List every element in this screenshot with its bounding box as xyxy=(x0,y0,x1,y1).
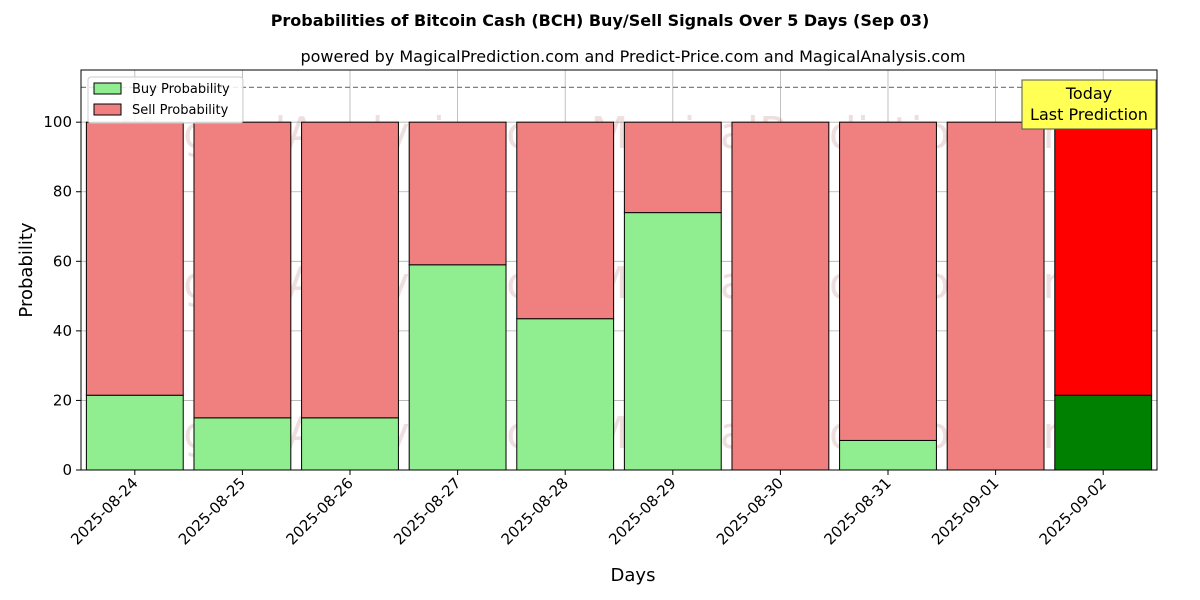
y-axis-label: Probability xyxy=(16,222,37,317)
x-tick-label: 2025-08-24 xyxy=(67,474,141,548)
bar-sell xyxy=(1054,121,1153,396)
bar-buy xyxy=(85,394,184,471)
bar-sell xyxy=(731,121,830,471)
bar-buy xyxy=(408,264,507,471)
x-tick-label: 2025-08-30 xyxy=(713,474,787,548)
x-tick-label: 2025-08-28 xyxy=(498,474,572,548)
y-tick-label: 80 xyxy=(53,183,72,201)
bar-sell xyxy=(946,121,1045,471)
x-tick-label: 2025-09-01 xyxy=(928,474,1002,548)
y-tick-label: 60 xyxy=(53,252,72,270)
legend-buy-label: Buy Probability xyxy=(132,82,230,97)
bar-buy xyxy=(623,212,722,471)
x-tick-label: 2025-08-25 xyxy=(175,474,249,548)
bar-sell xyxy=(85,121,184,396)
annotation-line1: Today xyxy=(1065,84,1112,103)
x-tick-label: 2025-08-31 xyxy=(820,474,894,548)
bars xyxy=(85,121,1153,471)
x-tick-label: 2025-09-02 xyxy=(1036,474,1110,548)
y-axis: 0 20 40 60 80 100 xyxy=(43,113,81,479)
x-tick-label: 2025-08-29 xyxy=(605,474,679,548)
x-axis-label: Days xyxy=(611,565,656,586)
bar-sell xyxy=(193,121,292,419)
bar-buy xyxy=(301,417,399,471)
bar-buy xyxy=(193,417,292,471)
bar-sell xyxy=(839,121,937,441)
bar-sell xyxy=(516,121,615,320)
bar-sell xyxy=(301,121,399,419)
legend: Buy Probability Sell Probability xyxy=(87,76,244,124)
x-tick-label: 2025-08-26 xyxy=(282,474,356,548)
legend-sell-label: Sell Probability xyxy=(132,103,229,118)
bar-buy xyxy=(516,318,615,471)
today-annotation: Today Last Prediction xyxy=(1021,79,1157,130)
y-tick-label: 20 xyxy=(53,391,72,409)
x-tick-label: 2025-08-27 xyxy=(390,474,464,548)
legend-buy-swatch xyxy=(93,82,122,95)
x-axis: 2025-08-24 2025-08-25 2025-08-26 2025-08-27… xyxy=(67,470,1110,548)
chart-title: Probabilities of Bitcoin Cash (BCH) Buy/… xyxy=(271,11,930,30)
legend-box xyxy=(87,76,244,124)
plot-frame xyxy=(80,69,1158,471)
y-tick-label: 0 xyxy=(62,461,72,479)
legend-sell-swatch xyxy=(93,103,122,116)
bar-buy xyxy=(1054,394,1153,471)
y-tick-label: 40 xyxy=(53,322,72,340)
bar-buy xyxy=(839,439,937,471)
chart-subtitle: powered by MagicalPrediction.com and Pre… xyxy=(300,47,965,66)
annotation-box xyxy=(1021,79,1157,130)
y-tick-label: 100 xyxy=(43,113,72,131)
bar-sell xyxy=(623,121,722,214)
bar-sell xyxy=(408,121,507,266)
annotation-line2: Last Prediction xyxy=(1030,105,1148,124)
